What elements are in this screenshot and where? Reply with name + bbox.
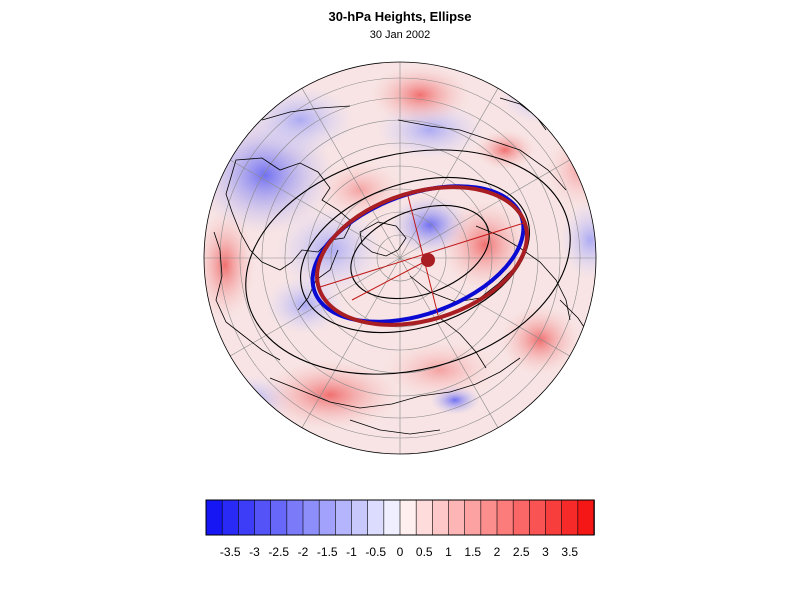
ellipse-major-axis [319,222,525,288]
colorbar-cell [496,499,514,536]
colorbar-cell [221,499,240,536]
colorbar-cell [432,499,450,536]
centroid-vector [351,259,429,301]
colorbar-cell [464,499,482,536]
colorbar-cell [351,499,369,536]
colorbar-tick-label: -2.5 [268,545,289,559]
colorbar-cell [335,499,353,536]
colorbar-tick-label: 2.5 [513,545,530,559]
anomaly-field [204,62,596,454]
colorbar-frame [205,499,595,536]
colorbar-cell [286,499,304,536]
colorbar-cell [529,499,547,536]
colorbar-tick-label: 1 [445,545,452,559]
colorbar-cell [254,499,272,536]
colorbar-cell [415,499,434,536]
colorbar-cell [577,499,595,536]
colorbar-tick-label: -1.5 [317,545,338,559]
map-boundary [203,61,597,455]
colorbar-cell [561,499,579,536]
colorbar-tick-label: 3.5 [561,545,578,559]
colorbar-cell [480,499,498,536]
colorbar-tick-label: -1 [346,545,357,559]
colorbar-cell [318,499,337,536]
colorbar-cell [448,499,466,536]
colorbar-cell [399,499,417,536]
colorbar-cell [270,499,288,536]
colorbar-cell [205,499,223,536]
colorbar-cell [383,499,401,536]
chart-title: 30-hPa Heights, Ellipse [328,9,472,24]
fitted-ellipse [315,185,529,327]
vortex-centroid-marker [421,253,435,267]
colorbar-tick-label: 0 [397,545,404,559]
colorbar-cell [545,499,563,536]
colorbar-cell [512,499,531,536]
colorbar-tick-label: 0.5 [416,545,433,559]
colorbar-cell [238,499,256,536]
colorbar-tick-label: -3.5 [220,545,241,559]
colorbar-cell [302,499,320,536]
colorbar-tick-label: -3 [249,545,260,559]
chart-subtitle: 30 Jan 2002 [369,29,431,41]
colorbar-tick-label: -2 [298,545,309,559]
colorbar-tick-label: 1.5 [464,545,481,559]
coastlines [213,97,591,435]
colorbar-tick-label: -0.5 [365,545,386,559]
colorbar-tick-label: 3 [542,545,549,559]
colorbar-cell [367,499,385,536]
colorbar-tick-label: 2 [494,545,501,559]
